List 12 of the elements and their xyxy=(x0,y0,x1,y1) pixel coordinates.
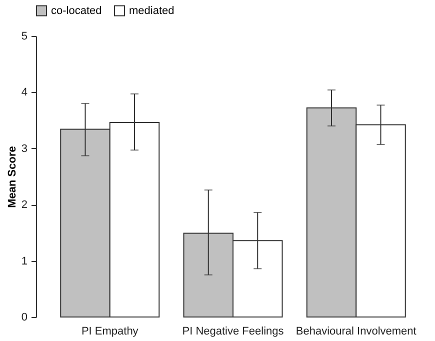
x-tick-label: Behavioural Involvement xyxy=(296,326,416,338)
x-tick-label: PI Negative Feelings xyxy=(182,326,284,338)
x-tick-label: PI Empathy xyxy=(81,326,139,338)
y-tick-label: 4 xyxy=(21,86,28,99)
y-axis-title: Mean Score xyxy=(6,146,18,208)
y-tick-label: 0 xyxy=(21,312,28,324)
y-tick-label: 5 xyxy=(21,30,28,42)
legend-label: mediated xyxy=(129,4,174,17)
y-tick-label: 1 xyxy=(21,255,28,268)
y-tick-label: 3 xyxy=(21,142,28,155)
y-tick-label: 2 xyxy=(21,199,28,212)
legend-label: co-located xyxy=(51,4,102,17)
